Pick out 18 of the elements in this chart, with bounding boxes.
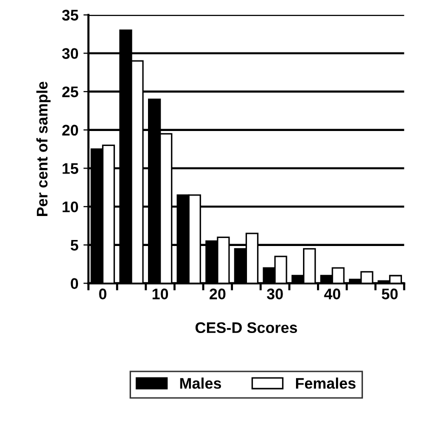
y-tick-label: 5 xyxy=(70,240,78,251)
x-tick-label: 20 xyxy=(210,288,226,300)
y-tick-label: 35 xyxy=(62,10,78,21)
x-tick-label: 40 xyxy=(324,288,340,300)
x-tick-label: 0 xyxy=(99,288,106,300)
legend-label: Males xyxy=(180,378,222,389)
y-tick-label: 15 xyxy=(62,163,78,174)
y-tick-label: 20 xyxy=(62,124,78,136)
y-tick-label: 10 xyxy=(62,201,78,212)
x-axis-title: CES-D Scores xyxy=(196,322,298,334)
x-tick-label: 10 xyxy=(152,288,168,300)
x-tick-label: 50 xyxy=(382,288,398,300)
y-tick-label: 30 xyxy=(62,48,78,59)
x-tick-label: 30 xyxy=(266,288,283,300)
y-tick-label: 0 xyxy=(70,278,78,289)
legend-label: Females xyxy=(296,378,356,389)
y-tick-label: 25 xyxy=(62,86,78,98)
y-axis-title: Per cent of sample xyxy=(36,82,51,216)
